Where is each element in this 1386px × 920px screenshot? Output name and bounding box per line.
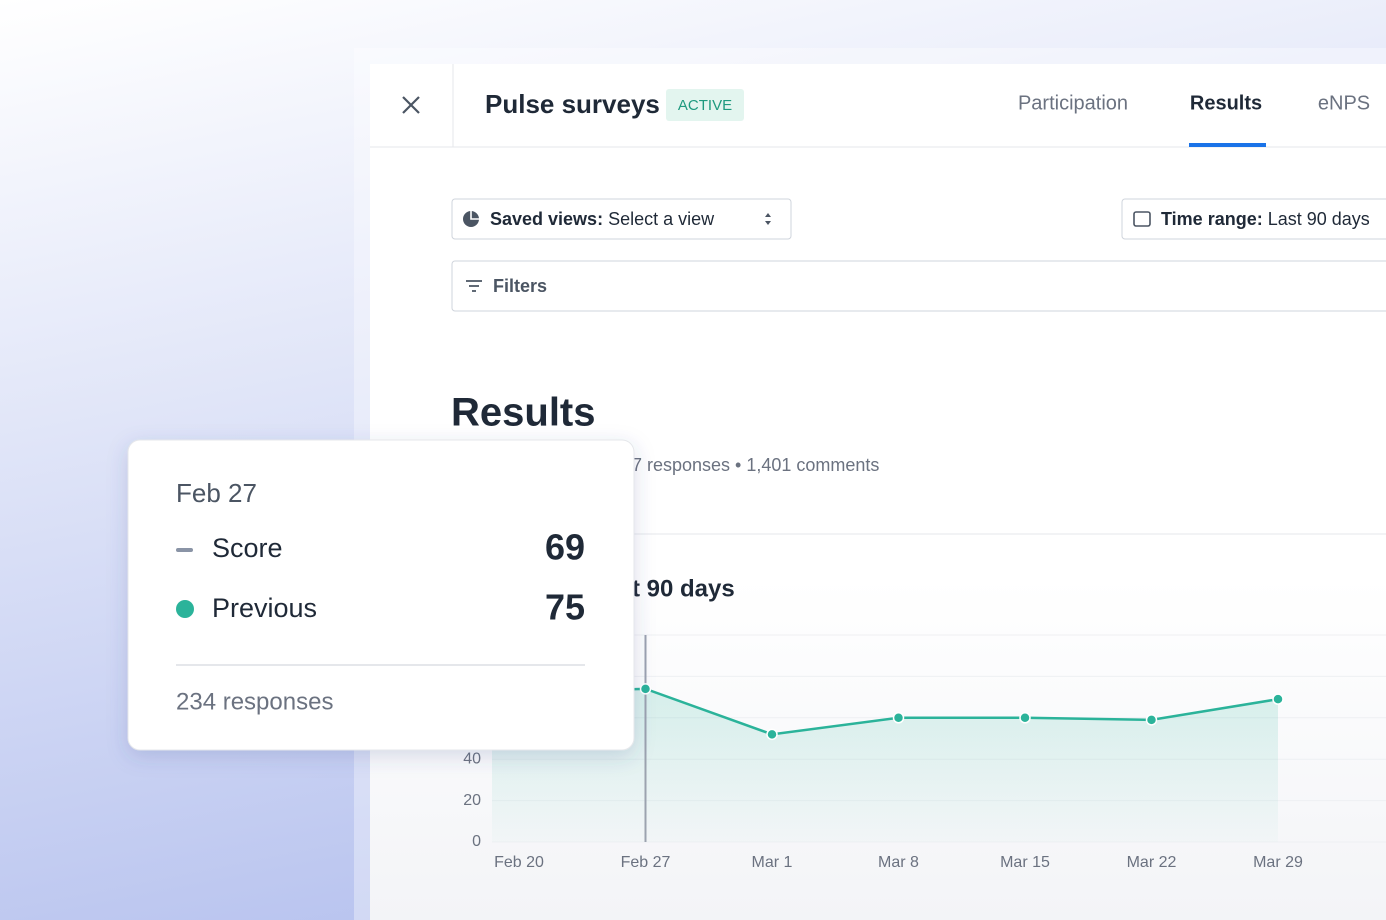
area (492, 688, 1278, 842)
badge-text: ACTIVE (678, 97, 732, 114)
label: Time range: (1161, 209, 1263, 229)
page-title: Pulse surveys (485, 89, 660, 119)
saved-views-select[interactable] (451, 198, 792, 240)
point (639, 683, 652, 695)
chart-title: t 90 days (632, 575, 735, 602)
badge (666, 89, 744, 121)
x-tick-label: Mar 1 (752, 854, 793, 871)
tooltip-value: 69 (545, 527, 585, 568)
tab[interactable]: eNPS (1318, 92, 1370, 114)
legend-dot (176, 600, 194, 618)
value: Select a view (608, 209, 715, 229)
x-tick-label: Feb 27 (621, 854, 671, 871)
tooltip-footer: 234 responses (176, 688, 333, 715)
tooltip-label: Score (212, 533, 283, 563)
filters-label: Filters (493, 276, 547, 296)
tooltip (127, 439, 635, 751)
y-tick-label: 40 (463, 750, 481, 767)
time-range: Time range: Last 90 days (1161, 209, 1370, 229)
label: Saved views: (490, 209, 603, 229)
legend-dash (176, 548, 193, 552)
x-tick-label: Mar 29 (1253, 854, 1303, 871)
point (766, 728, 778, 741)
x-tick-label: Mar 22 (1127, 854, 1177, 871)
icon (1133, 211, 1151, 227)
x-tick-label: Mar 8 (878, 854, 919, 871)
point (1019, 712, 1031, 724)
icon (466, 280, 482, 292)
close-button[interactable] (402, 96, 420, 114)
results-heading: Results (451, 391, 596, 435)
y-tick-label: 20 (463, 792, 481, 809)
tab[interactable]: Participation (1018, 92, 1128, 114)
time-range-select[interactable] (1121, 198, 1386, 240)
tooltip-value: 75 (545, 587, 585, 628)
x-tick-label: Mar 15 (1000, 854, 1050, 871)
value: Last 90 days (1268, 209, 1370, 229)
results-summary: 7 responses • 1,401 comments (632, 455, 879, 475)
tooltip-date: Feb 27 (176, 478, 257, 508)
tab-indicator (1189, 143, 1266, 147)
saved-views: Saved views: Select a view (490, 209, 715, 229)
y-tick-label: 0 (472, 833, 481, 850)
icon (470, 211, 479, 220)
icon (765, 213, 771, 225)
point (1145, 714, 1158, 726)
tab[interactable]: Results (1190, 92, 1262, 114)
filters-bar[interactable] (451, 260, 1386, 312)
point (1272, 693, 1284, 705)
point (892, 712, 905, 724)
tooltip-label: Previous (212, 593, 317, 623)
x-tick-label: Feb 20 (494, 854, 544, 871)
